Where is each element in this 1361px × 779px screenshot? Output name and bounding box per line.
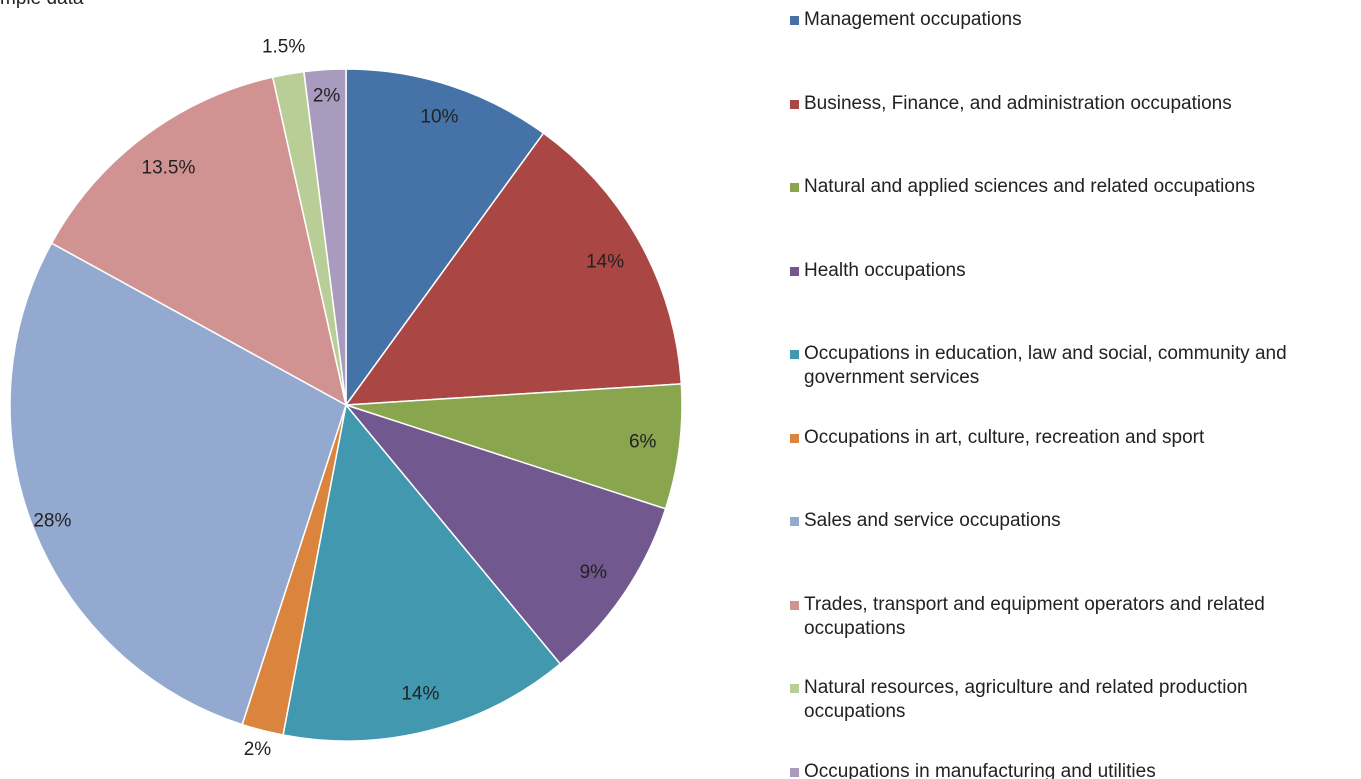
legend-entry: Trades, transport and equipment operator…: [790, 593, 1330, 641]
legend-label: Natural resources, agriculture and relat…: [804, 677, 1248, 722]
legend-swatch: [790, 16, 799, 25]
data-label: 10%: [420, 106, 458, 127]
legend-entry: Sales and service occupations: [790, 509, 1330, 533]
legend-entry: Business, Finance, and administration oc…: [790, 92, 1330, 116]
legend-swatch: [790, 600, 799, 610]
pie-slice: [345, 68, 545, 408]
legend-swatch: [790, 433, 799, 443]
data-label: 6%: [629, 431, 657, 452]
legend-entry: Natural resources, agriculture and relat…: [790, 676, 1330, 724]
pie-slice: [343, 403, 667, 665]
legend-label: Occupations in art, culture, recreation …: [804, 426, 1205, 448]
legend-entry: Occupations in art, culture, recreation …: [790, 426, 1330, 450]
data-label: 14%: [401, 684, 439, 705]
legend-label: Sales and service occupations: [804, 510, 1061, 531]
pie-slice: [9, 242, 347, 726]
legend-swatch: [790, 183, 799, 192]
legend-label: Management occupations: [804, 9, 1022, 30]
legend-swatch: [790, 517, 799, 526]
data-label: 14%: [586, 252, 624, 273]
data-label: 2%: [313, 86, 341, 107]
legend-label: Natural and applied sciences and related…: [804, 176, 1256, 197]
pie-slice: [344, 132, 683, 406]
data-label: 9%: [580, 562, 608, 583]
legend-entry: Occupations in education, law and social…: [790, 342, 1330, 390]
legend-label: Occupations in manufacturing and utiliti…: [804, 760, 1156, 779]
legend-swatch: [790, 99, 799, 109]
pie-slice: [345, 383, 683, 510]
legend-label: Health occupations: [804, 259, 966, 281]
legend-swatch: [790, 767, 799, 777]
legend-entry: Natural and applied sciences and related…: [790, 175, 1330, 199]
legend-swatch: [790, 266, 799, 276]
data-label: 28%: [33, 510, 71, 531]
legend-label: Business, Finance, and administration oc…: [804, 92, 1232, 114]
legend-entry: Management occupations: [790, 8, 1330, 32]
legend-entry: Health occupations: [790, 259, 1330, 283]
legend-swatch: [790, 350, 799, 359]
pie-slice: [303, 68, 347, 406]
chart-title: mple data: [0, 0, 84, 9]
legend-swatch: [790, 684, 799, 693]
legend-label: Occupations in education, law and social…: [804, 343, 1287, 388]
data-label: 1.5%: [262, 37, 305, 58]
legend-label: Trades, transport and equipment operator…: [804, 593, 1265, 639]
pie-slice: [50, 76, 348, 407]
legend-entry: Occupations in manufacturing and utiliti…: [790, 760, 1330, 779]
pie-slice: [282, 403, 562, 742]
data-label: 13.5%: [142, 158, 196, 179]
data-label: 2%: [244, 739, 272, 760]
